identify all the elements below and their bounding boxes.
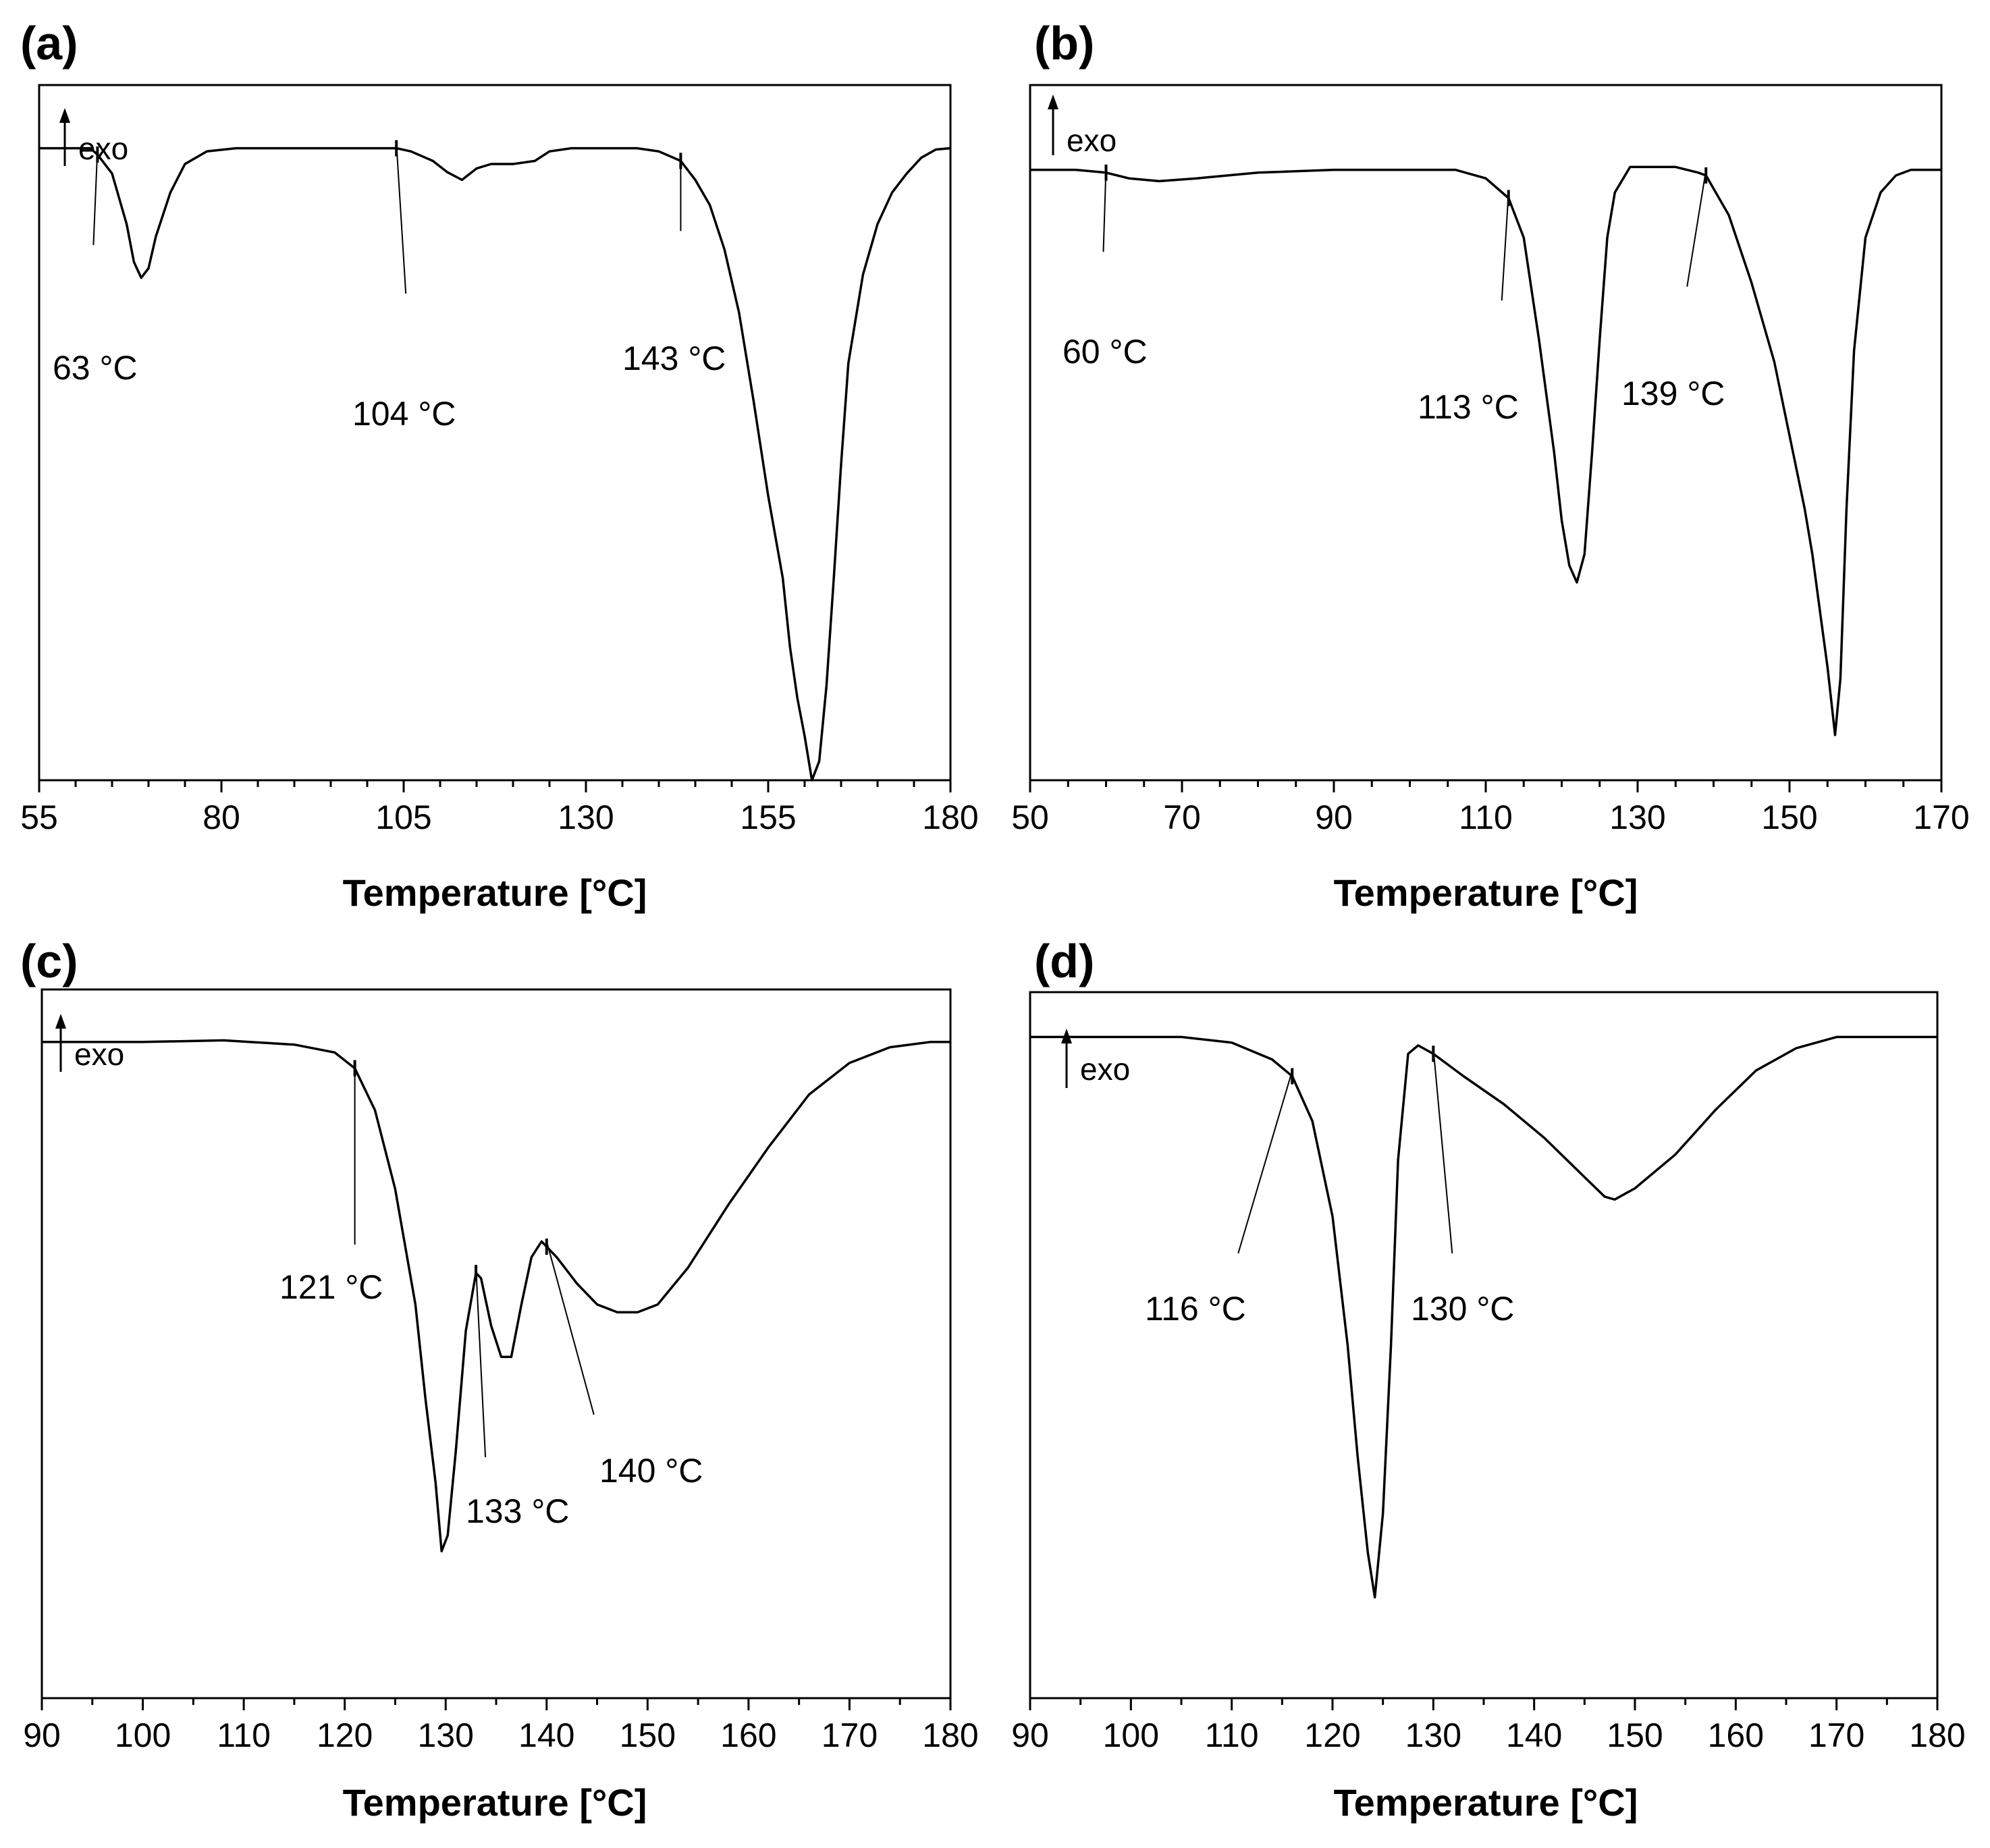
exo-label: exo: [1067, 123, 1117, 158]
annotation-leader: [475, 1267, 487, 1458]
x-tick-label: 180: [922, 798, 978, 836]
annotation-label: 113 °C: [1418, 388, 1519, 426]
x-tick-label: 120: [1304, 1716, 1360, 1754]
annotation-label: 143 °C: [622, 339, 726, 377]
x-tick-label: 105: [375, 798, 431, 836]
panel-c-x-axis-title: Temperature [°C]: [343, 1781, 647, 1824]
panel-a-plot-frame: [38, 84, 952, 782]
annotation-leader: [1237, 1070, 1293, 1254]
annotation-label: 63 °C: [53, 349, 138, 387]
annotation-leader: [1686, 169, 1707, 287]
panel-a-x-ticks: 55 80 105 130 155 180: [20, 780, 979, 836]
panel-c: (c) exo 90 100 110 120 130 140 150 160 170 180 12…: [20, 935, 979, 1824]
x-tick-label: 140: [518, 1716, 574, 1754]
x-tick-label: 160: [1708, 1716, 1764, 1754]
panel-d: (d) exo 90 100 110 120 130 140 150 160 170 180 11…: [1011, 935, 1966, 1824]
x-tick-label: 155: [740, 798, 796, 836]
panel-d-x-axis-title: Temperature [°C]: [1334, 1781, 1638, 1824]
exo-arrow-icon: [55, 1014, 66, 1029]
annotation-label: 133 °C: [466, 1492, 569, 1530]
exo-arrow-icon: [1048, 94, 1058, 109]
panel-d-annotations: 116 °C 130 °C: [1145, 1045, 1514, 1328]
annotation-label: 140 °C: [599, 1452, 703, 1490]
x-tick-label: 160: [720, 1716, 776, 1754]
x-tick-label: 90: [1011, 1716, 1049, 1754]
exo-arrow-icon: [59, 108, 70, 123]
x-tick-label: 180: [922, 1716, 978, 1754]
panel-b-x-axis-title: Temperature [°C]: [1334, 871, 1638, 914]
x-tick-label: 110: [217, 1716, 271, 1754]
x-tick-label: 170: [1913, 798, 1969, 836]
annotation-label: 130 °C: [1411, 1290, 1514, 1328]
x-tick-label: 100: [1103, 1716, 1159, 1754]
panel-d-label: (d): [1034, 935, 1094, 987]
x-tick-label: 170: [1808, 1716, 1864, 1754]
annotation-label: 60 °C: [1063, 333, 1148, 371]
annotation-leader: [396, 142, 407, 294]
x-tick-label: 140: [1506, 1716, 1562, 1754]
x-tick-label: 130: [1405, 1716, 1461, 1754]
x-tick-label: 110: [1205, 1716, 1259, 1754]
annotation-leader: [545, 1241, 595, 1415]
x-tick-label: 100: [115, 1716, 171, 1754]
panel-d-x-ticks: 90 100 110 120 130 140 150 160 170 180: [1011, 1698, 1966, 1754]
exo-label: exo: [1080, 1052, 1130, 1087]
x-tick-label: 150: [1761, 798, 1817, 836]
panel-b-x-ticks: 50 70 90 110 130 150 170: [1011, 780, 1970, 836]
annotation-leader: [1102, 167, 1107, 252]
panel-a-x-axis-title: Temperature [°C]: [343, 871, 647, 914]
panel-b: (b) exo 50 70 90 110 130 150 170 60 °C 113 °C …: [1011, 17, 1970, 914]
x-tick-label: 90: [1315, 798, 1353, 836]
panel-a-dsc-curve: [39, 146, 951, 782]
x-tick-label: 130: [418, 1716, 474, 1754]
annotation-label: 116 °C: [1145, 1290, 1246, 1328]
panel-b-label: (b): [1034, 17, 1094, 70]
x-tick-label: 130: [558, 798, 614, 836]
panel-b-annotations: 60 °C 113 °C 139 °C: [1063, 164, 1725, 426]
panel-c-x-ticks: 90 100 110 120 130 140 150 160 170 180: [23, 1698, 979, 1754]
panel-a: (a) exo 55 80 105 130 155 180 63 °C 104 °C 14…: [20, 17, 979, 914]
panel-a-annotations: 63 °C 104 °C 143 °C: [53, 140, 726, 433]
annotation-leader: [1432, 1048, 1453, 1254]
x-tick-label: 120: [317, 1716, 373, 1754]
x-tick-label: 80: [203, 798, 240, 836]
x-tick-label: 150: [620, 1716, 676, 1754]
x-tick-label: 180: [1909, 1716, 1965, 1754]
panel-b-exo-indicator: exo: [1048, 94, 1117, 158]
x-tick-label: 130: [1609, 798, 1665, 836]
x-tick-label: 55: [20, 798, 58, 836]
panel-a-label: (a): [20, 17, 78, 70]
x-tick-label: 90: [23, 1716, 61, 1754]
panel-c-dsc-curve: [42, 1039, 950, 1552]
x-tick-label: 70: [1163, 798, 1201, 836]
panel-d-dsc-curve: [1030, 1035, 1937, 1599]
panel-b-dsc-curve: [1030, 165, 1941, 736]
annotation-label: 104 °C: [352, 395, 456, 433]
annotation-leader: [1501, 192, 1509, 301]
annotation-leader: [92, 148, 99, 245]
x-tick-label: 150: [1607, 1716, 1663, 1754]
x-tick-label: 170: [822, 1716, 878, 1754]
panel-d-exo-indicator: exo: [1061, 1029, 1130, 1088]
x-tick-label: 50: [1011, 798, 1049, 836]
panel-c-annotations: 121 °C 133 °C 140 °C: [279, 1060, 703, 1530]
x-tick-label: 110: [1459, 798, 1513, 836]
annotation-label: 139 °C: [1621, 375, 1725, 412]
panel-c-label: (c): [20, 935, 78, 987]
annotation-label: 121 °C: [279, 1268, 383, 1306]
